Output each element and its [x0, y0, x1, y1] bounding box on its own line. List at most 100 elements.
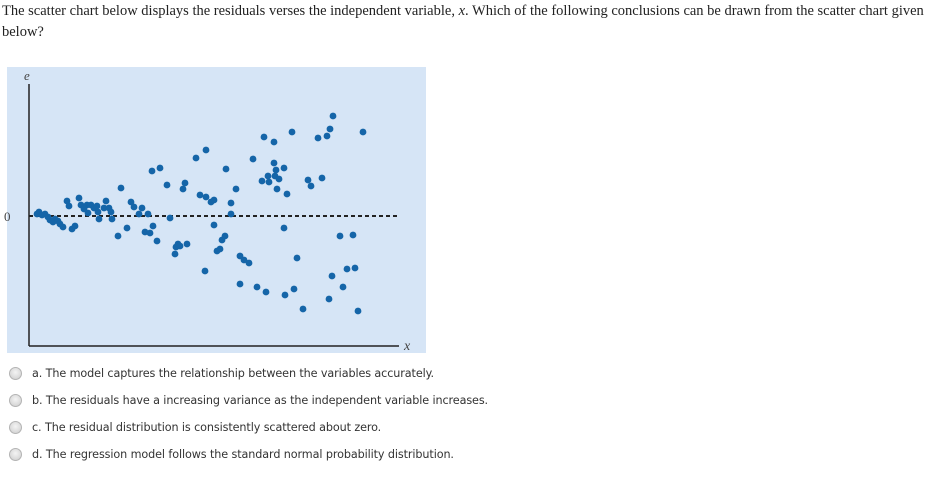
chart-canvas: e x — [24, 68, 411, 353]
option-b[interactable]: b. The residuals have a increasing varia… — [9, 389, 488, 411]
data-point — [210, 221, 218, 229]
data-point — [270, 159, 278, 167]
data-point — [281, 291, 289, 299]
data-point — [59, 223, 67, 231]
data-point — [201, 267, 209, 275]
data-point — [216, 245, 224, 253]
question-text-after: . Which of the following conclusions can… — [2, 3, 924, 40]
data-point — [273, 185, 281, 193]
data-point — [94, 208, 102, 216]
data-point — [227, 199, 235, 207]
radio-button-a[interactable] — [9, 366, 22, 380]
data-point — [93, 202, 101, 210]
data-point — [339, 283, 347, 291]
option-a-label: a. The model captures the relationship b… — [32, 366, 434, 380]
data-point — [249, 155, 257, 163]
data-point — [258, 177, 266, 185]
option-c-label: c. The residual distribution is consiste… — [32, 420, 382, 434]
data-point — [240, 256, 248, 264]
data-point — [280, 164, 288, 172]
data-point — [343, 265, 351, 273]
data-point — [153, 237, 161, 245]
data-point — [171, 250, 179, 258]
data-point — [146, 229, 154, 237]
data-point — [71, 222, 79, 230]
data-point — [351, 264, 359, 272]
data-point — [272, 166, 280, 174]
data-point — [202, 193, 210, 201]
data-point — [75, 194, 83, 202]
data-point — [265, 178, 273, 186]
data-point — [328, 272, 336, 280]
data-point — [127, 198, 135, 206]
data-point — [100, 204, 108, 212]
data-point — [144, 210, 152, 218]
data-point — [102, 197, 110, 205]
data-point — [166, 214, 174, 222]
data-point — [232, 185, 240, 193]
data-point — [354, 307, 362, 315]
data-point — [283, 190, 291, 198]
data-point — [130, 203, 138, 211]
option-d[interactable]: d. The regression model follows the stan… — [9, 443, 454, 465]
option-c[interactable]: c. The residual distribution is consiste… — [9, 416, 381, 438]
data-point — [264, 172, 272, 180]
data-point — [245, 259, 253, 267]
data-point — [65, 202, 73, 210]
data-point — [163, 181, 171, 189]
data-point — [293, 254, 301, 262]
data-point — [260, 133, 268, 141]
residual-scatter-chart: e x 0 — [4, 67, 426, 353]
data-point — [236, 280, 244, 288]
data-point — [288, 128, 296, 136]
data-point — [138, 204, 146, 212]
radio-button-d[interactable] — [9, 447, 22, 461]
data-point — [275, 175, 283, 183]
data-point — [318, 174, 326, 182]
data-point — [222, 165, 230, 173]
question-text-before: The scatter chart below displays the res… — [2, 3, 459, 19]
y-tick-zero: 0 — [4, 209, 11, 224]
y-axis-label: e — [24, 68, 30, 83]
data-point — [183, 240, 191, 248]
data-point — [114, 232, 122, 240]
data-point — [107, 208, 115, 216]
data-point — [349, 231, 357, 239]
data-point — [149, 222, 157, 230]
data-point — [156, 164, 164, 172]
data-point — [290, 285, 298, 293]
data-point — [221, 232, 229, 240]
data-point — [108, 215, 116, 223]
data-point — [253, 283, 261, 291]
data-point — [325, 295, 333, 303]
x-axis-label: x — [403, 339, 411, 353]
data-point — [135, 210, 143, 218]
data-point — [299, 305, 307, 313]
question-variable: x — [458, 3, 466, 19]
question-text: The scatter chart below displays the res… — [2, 1, 946, 43]
data-point — [227, 210, 235, 218]
data-point — [148, 167, 156, 175]
data-point — [323, 132, 331, 140]
data-point — [84, 209, 92, 217]
radio-button-c[interactable] — [9, 420, 22, 434]
radio-button-b[interactable] — [9, 393, 22, 407]
data-point — [262, 288, 270, 296]
data-point — [307, 182, 315, 190]
data-point — [117, 184, 125, 192]
data-point — [192, 154, 200, 162]
data-point — [202, 146, 210, 154]
data-point — [359, 128, 367, 136]
data-point — [336, 232, 344, 240]
data-point — [270, 138, 278, 146]
data-point — [326, 125, 334, 133]
data-points — [33, 112, 367, 315]
data-point — [179, 185, 187, 193]
data-point — [176, 242, 184, 250]
data-point — [123, 224, 131, 232]
data-point — [329, 112, 337, 120]
data-point — [95, 215, 103, 223]
data-point — [280, 224, 288, 232]
option-b-label: b. The residuals have a increasing varia… — [32, 393, 489, 407]
option-a[interactable]: a. The model captures the relationship b… — [9, 362, 434, 384]
